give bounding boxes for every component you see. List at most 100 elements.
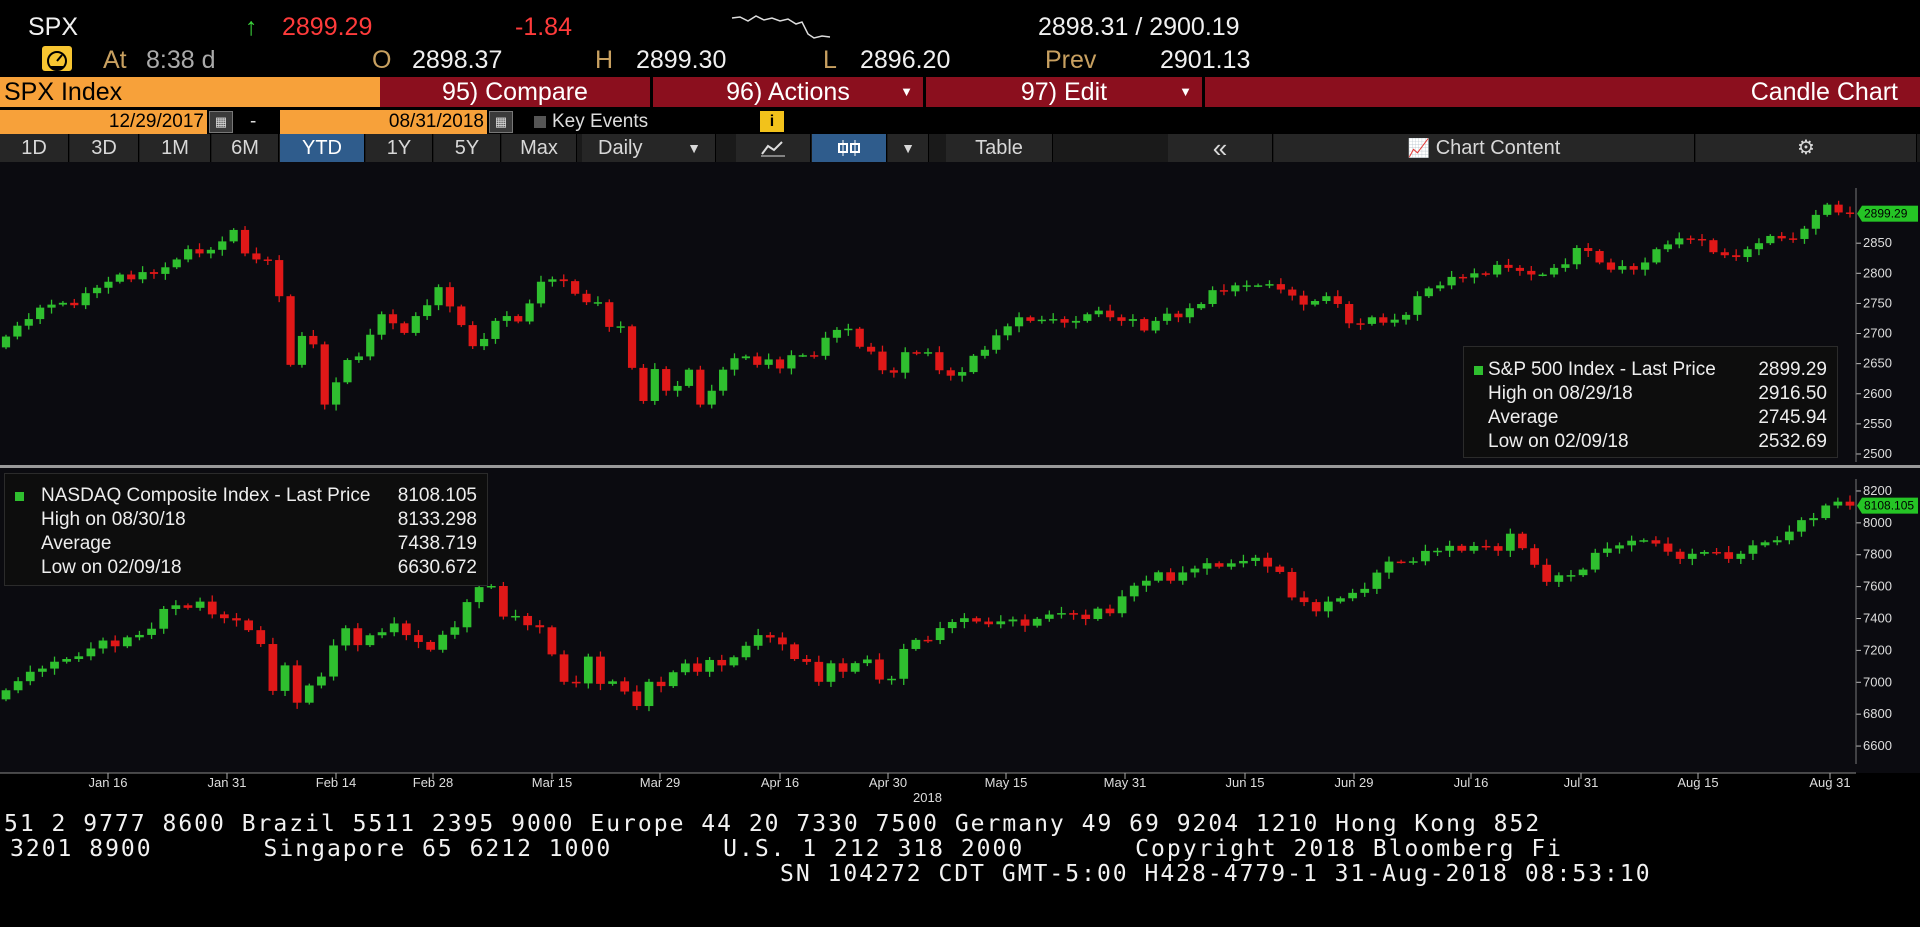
- candle: [1481, 545, 1491, 548]
- candle: [1254, 285, 1263, 287]
- candle: [1493, 546, 1503, 551]
- candle: [960, 618, 969, 623]
- candle: [275, 260, 284, 297]
- y-tick-label: 6800: [1863, 706, 1892, 721]
- candle: [1117, 596, 1127, 614]
- y-tick-label: 7200: [1863, 642, 1892, 657]
- period-button-3d[interactable]: 3D: [70, 134, 139, 162]
- x-tick-label: Feb 14: [316, 775, 356, 790]
- candle: [1239, 560, 1248, 564]
- y-tick-label: 8000: [1863, 515, 1892, 530]
- line-chart-button[interactable]: [736, 134, 811, 162]
- end-date-input[interactable]: 08/31/2018: [280, 110, 487, 134]
- candle: [511, 615, 520, 618]
- candle: [13, 681, 23, 691]
- period-button-max[interactable]: Max: [502, 134, 577, 162]
- candle: [127, 274, 136, 280]
- x-tick-label: Apr 30: [869, 775, 907, 790]
- candle: [1197, 304, 1206, 309]
- candle: [1129, 585, 1139, 597]
- calendar-icon[interactable]: ▦: [209, 111, 233, 133]
- security-field[interactable]: SPX Index: [0, 77, 382, 107]
- candle-chart[interactable]: 2500 2550 2600 2650 2700 2750 2800 2850 2899.29 6…: [0, 0, 1920, 800]
- period-button-5y[interactable]: 5Y: [434, 134, 501, 162]
- candle: [1470, 273, 1479, 278]
- frequency-dropdown[interactable]: Daily ▼: [582, 134, 716, 162]
- compare-menu[interactable]: 95) Compare: [380, 77, 650, 107]
- calendar-icon[interactable]: ▦: [489, 111, 513, 133]
- candle: [1766, 235, 1775, 244]
- candle-chart-button[interactable]: [812, 134, 887, 162]
- x-tick-label: Jul 16: [1454, 775, 1489, 790]
- candle: [878, 351, 887, 371]
- candle: [365, 635, 375, 646]
- table-button[interactable]: Table: [946, 134, 1053, 162]
- candle: [1760, 542, 1770, 546]
- candle: [1128, 319, 1137, 321]
- sparkline-icon: [731, 15, 831, 39]
- edit-menu[interactable]: 97) Edit ▼: [926, 77, 1202, 107]
- low-label: L: [823, 46, 837, 74]
- candle: [1083, 314, 1092, 321]
- candle: [474, 587, 484, 603]
- candle: [596, 656, 605, 684]
- candle: [207, 601, 217, 615]
- candle: [1618, 266, 1627, 270]
- candle: [1481, 273, 1490, 275]
- chart-content-label: Chart Content: [1435, 137, 1561, 159]
- y-tick-label: 2850: [1863, 235, 1892, 250]
- y-tick-label: 2650: [1863, 356, 1892, 371]
- period-button-1y[interactable]: 1Y: [366, 134, 433, 162]
- legend-series-name: S&P 500 Index - Last Price: [1488, 359, 1716, 380]
- candle: [1057, 613, 1066, 615]
- info-icon[interactable]: i: [760, 111, 784, 132]
- candle: [1584, 248, 1593, 252]
- speed-gauge-icon[interactable]: [42, 46, 72, 71]
- candle: [1754, 243, 1764, 250]
- candle: [1845, 212, 1855, 214]
- candle: [639, 367, 648, 401]
- period-button-6m[interactable]: 6M: [212, 134, 279, 162]
- candle: [36, 307, 45, 320]
- candle: [1071, 320, 1081, 323]
- candle: [1166, 572, 1175, 581]
- candle: [1333, 296, 1342, 305]
- panel-divider[interactable]: [0, 465, 1920, 468]
- period-button-1d[interactable]: 1D: [0, 134, 69, 162]
- settings-button[interactable]: ⚙: [1696, 134, 1917, 162]
- last-price-pointer: [1857, 205, 1862, 222]
- candle: [1518, 533, 1527, 549]
- candle: [92, 287, 102, 294]
- legend-high-value: 8133.298: [397, 509, 477, 530]
- candle: [184, 249, 193, 260]
- chart-content-button[interactable]: 📈 Chart Content: [1274, 134, 1695, 162]
- actions-menu[interactable]: 96) Actions ▼: [653, 77, 923, 107]
- at-label: At: [103, 46, 127, 74]
- candle: [1542, 564, 1552, 582]
- legend-high-value: 2916.50: [1758, 383, 1827, 404]
- candle: [1578, 569, 1588, 576]
- candle: [1345, 304, 1354, 324]
- candle: [1093, 608, 1103, 619]
- candle: [1323, 601, 1333, 612]
- start-date-input[interactable]: 12/29/2017: [0, 110, 207, 134]
- candle: [632, 691, 642, 707]
- candle: [753, 356, 762, 365]
- y-tick-label: 2600: [1863, 386, 1892, 401]
- x-tick-label: Aug 31: [1809, 775, 1850, 790]
- ticker: SPX: [28, 13, 79, 41]
- period-button-ytd[interactable]: YTD: [280, 134, 365, 162]
- period-button-1m[interactable]: 1M: [140, 134, 211, 162]
- chart-type-dropdown[interactable]: ▼: [888, 134, 929, 162]
- candle: [1834, 204, 1843, 213]
- candle: [1833, 501, 1843, 506]
- candle: [923, 352, 933, 354]
- x-tick-label: Jan 16: [88, 775, 127, 790]
- candle: [1178, 572, 1188, 581]
- candle: [1663, 244, 1672, 250]
- gear-icon: ⚙: [1797, 137, 1815, 159]
- candle-icon: [838, 140, 860, 156]
- collapse-button[interactable]: «: [1168, 134, 1273, 162]
- candle: [1214, 563, 1224, 567]
- key-events-checkbox[interactable]: [534, 116, 546, 128]
